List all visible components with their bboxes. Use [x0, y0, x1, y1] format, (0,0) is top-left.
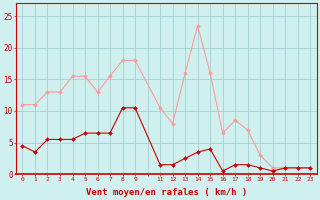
X-axis label: Vent moyen/en rafales ( km/h ): Vent moyen/en rafales ( km/h ): [86, 188, 247, 197]
